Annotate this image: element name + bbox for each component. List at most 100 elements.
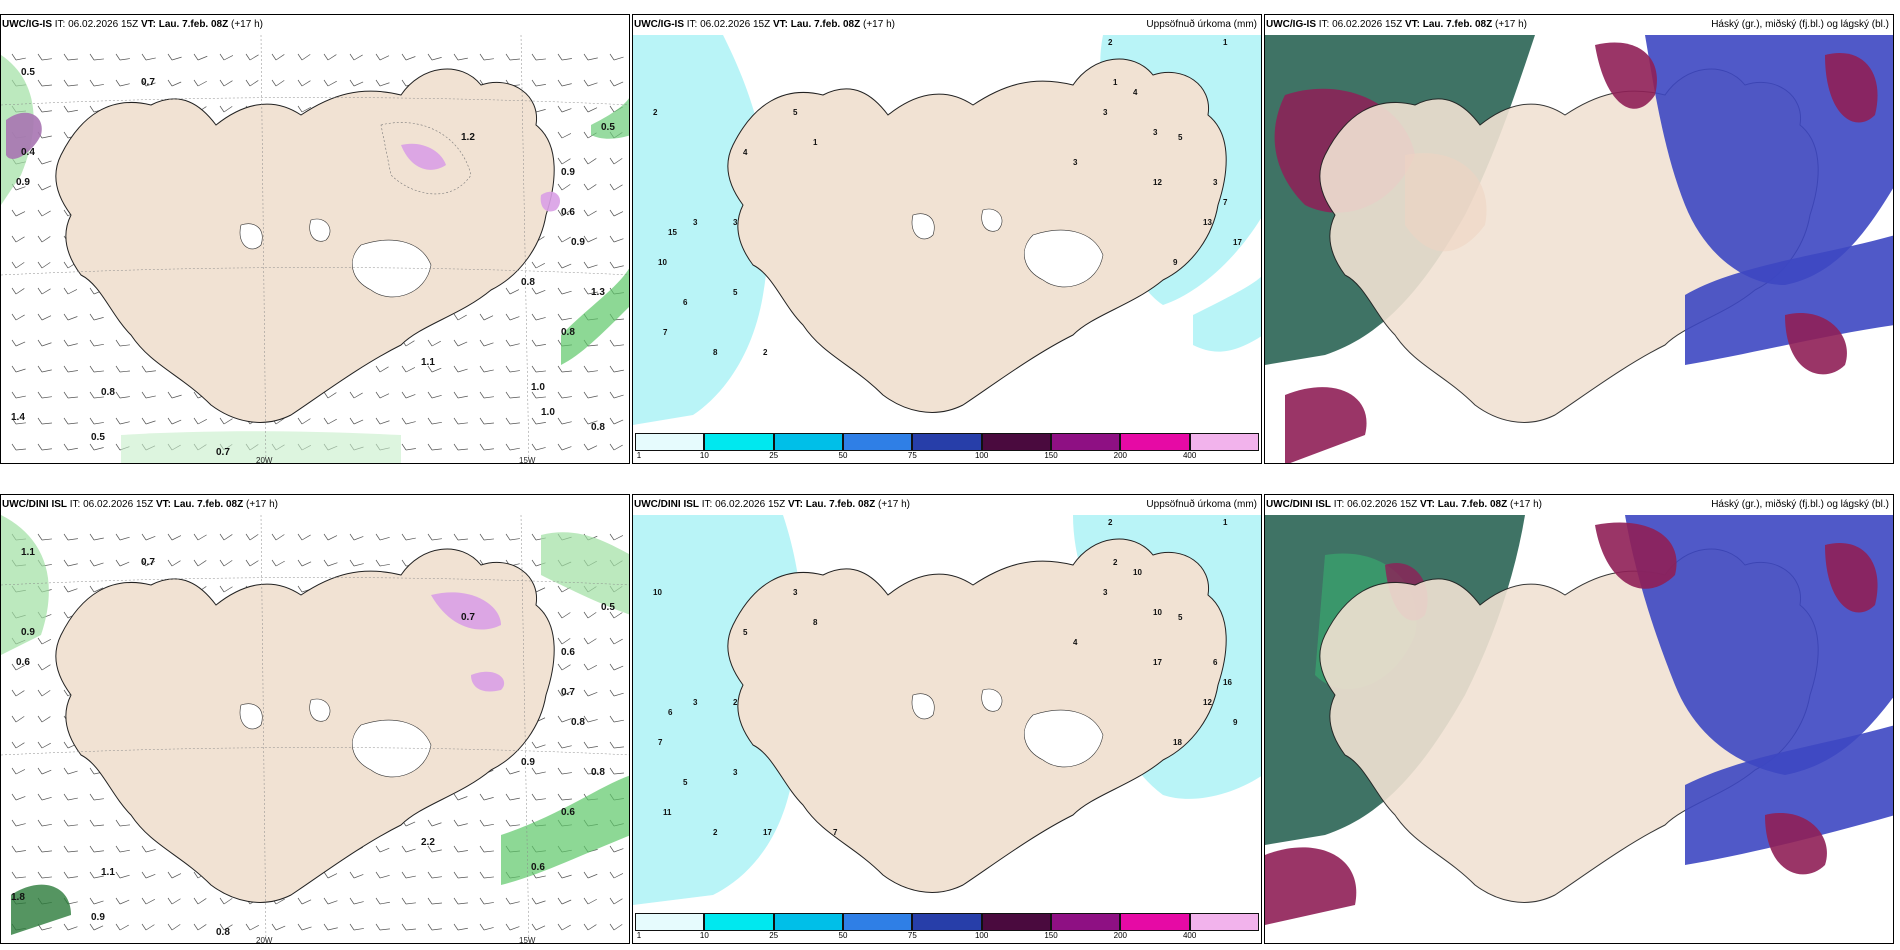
iceland-land	[727, 58, 1227, 413]
wind-barb	[531, 287, 546, 295]
wind-barb	[453, 845, 468, 853]
wind-barb	[323, 533, 338, 541]
wind-barb	[37, 663, 51, 671]
precip-amount: 7	[1223, 198, 1228, 207]
wind-barb	[323, 417, 337, 425]
wind-barb	[453, 339, 468, 347]
wind-barb	[245, 533, 259, 541]
colorbar-segment	[1189, 913, 1259, 931]
wind-barb	[557, 313, 572, 321]
wind-barb	[297, 417, 311, 425]
iceland-land	[727, 538, 1227, 893]
wind-barb	[557, 365, 572, 373]
iceland-land	[55, 548, 555, 903]
wind-barb	[11, 443, 26, 451]
wind-barb	[401, 871, 416, 879]
precip-amount: 3	[1073, 158, 1078, 167]
wind-barb	[37, 417, 52, 425]
wind-barb	[583, 105, 598, 113]
colorbar-segment	[635, 433, 705, 451]
wind-barb	[531, 443, 546, 451]
wind-barb	[557, 235, 571, 243]
wind-barb	[63, 53, 78, 61]
wind-barb	[245, 559, 259, 567]
wind-barb	[167, 533, 182, 541]
precip-amount: 18	[1173, 738, 1182, 747]
wind-barb	[141, 365, 156, 373]
wind-barb	[427, 897, 442, 905]
wind-barb	[479, 391, 494, 399]
wind-speed-label: 0.8	[571, 717, 585, 728]
wind-barb	[453, 819, 468, 827]
cloud-title: Háský (gr.), miðský (fj.bl.) og lágský (…	[1711, 495, 1889, 515]
wind-barb	[37, 365, 52, 373]
wind-barb	[557, 157, 571, 165]
precip-amount: 2	[713, 828, 718, 837]
wind-barb	[609, 637, 623, 645]
precip-amount: 17	[763, 828, 772, 837]
wind-barb	[557, 897, 572, 905]
colorbar-tick: 400	[1182, 931, 1197, 940]
wind-barb	[63, 313, 78, 321]
wind-barb	[11, 261, 25, 269]
precip-amount: 8	[813, 618, 818, 627]
wind-barb	[583, 157, 597, 165]
wind-barb	[297, 105, 312, 113]
wind-barb	[609, 663, 624, 671]
colorbar-tick: 150	[1044, 931, 1058, 940]
precip-amount: 3	[693, 218, 698, 227]
wind-barb	[37, 533, 52, 541]
wind-speed-label: 0.9	[561, 167, 575, 178]
wind-barb	[141, 559, 155, 567]
precip-amount: 1	[1223, 38, 1228, 47]
precip-panel-bottom: UWC/DINI ISL IT: 06.02.2026 15Z VT: Lau.…	[632, 494, 1262, 944]
wind-barb	[323, 871, 338, 879]
wind-speed-labels: 0.5 0.7 0.4 0.9 0.5 0.9 1.2 0.9 0.8 0.6 1.3 0.8 1.0 1…	[11, 67, 615, 458]
wind-barb	[115, 365, 130, 373]
wind-barb	[37, 391, 52, 399]
wind-barb	[375, 559, 390, 567]
wind-barb	[453, 417, 468, 425]
panel-title: UWC/DINI ISL IT: 06.02.2026 15Z VT: Lau.…	[1, 495, 629, 515]
cloud-panel-top: UWC/IG-IS IT: 06.02.2026 15Z VT: Lau. 7.…	[1264, 14, 1894, 464]
colorbar-tick: 10	[699, 451, 709, 460]
wind-barb	[557, 715, 572, 723]
colorbar-segment	[1051, 433, 1121, 451]
wind-barb	[479, 923, 494, 931]
wind-barb	[63, 391, 78, 399]
wind-barb	[479, 365, 494, 373]
colorbar-segment	[843, 913, 913, 931]
precip-amount: 8	[713, 348, 718, 357]
wind-barb	[63, 339, 78, 347]
wind-speed-label: 0.7	[141, 557, 155, 568]
precip-amount: 12	[1203, 698, 1212, 707]
wind-barb	[115, 339, 130, 347]
wind-barb	[271, 923, 286, 931]
wind-barb	[401, 391, 416, 399]
wind-barb	[37, 845, 52, 853]
precip-amount: 3	[693, 698, 698, 707]
wind-barb	[609, 715, 624, 723]
wind-barb	[11, 365, 26, 373]
wind-barb	[115, 871, 130, 879]
wind-barb	[323, 923, 338, 931]
wind-barb	[219, 533, 233, 541]
wind-barb	[11, 871, 26, 879]
wind-barb	[297, 53, 311, 61]
precip-amount: 3	[1213, 178, 1218, 187]
wind-barb	[167, 391, 182, 399]
wind-barb	[141, 923, 155, 931]
wind-barb	[37, 105, 52, 113]
colorbar-tick: 25	[769, 931, 779, 940]
wind-barb	[557, 391, 572, 399]
precip-amount: 7	[658, 738, 663, 747]
precip-amount: 3	[1153, 128, 1158, 137]
iceland-land	[55, 68, 555, 423]
wind-barb	[63, 559, 78, 567]
wind-barb	[11, 845, 26, 853]
wind-barb	[37, 261, 51, 269]
wind-speed-label: 0.9	[91, 912, 105, 923]
wind-barb	[609, 443, 623, 451]
wind-barb	[89, 585, 104, 593]
colorbar-segment	[773, 913, 843, 931]
